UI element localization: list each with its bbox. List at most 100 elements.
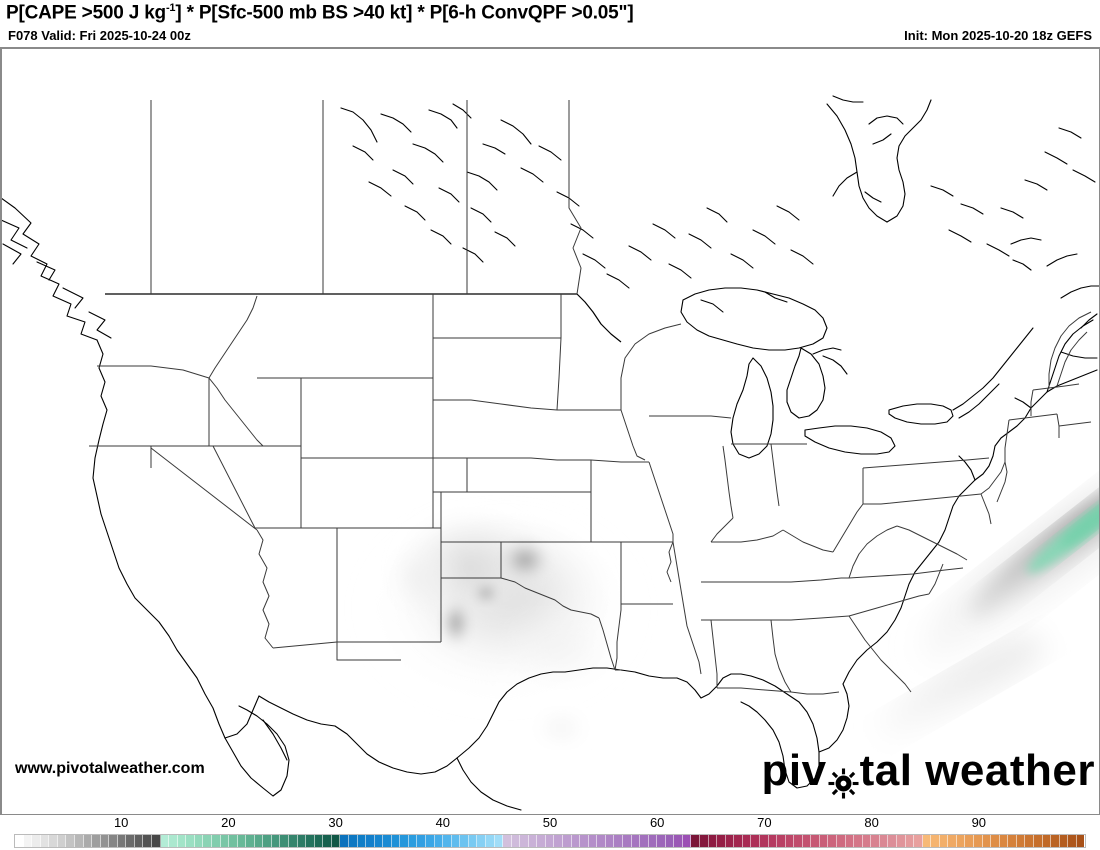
colorbar-cell	[74, 835, 84, 847]
brand-logo: piv	[761, 746, 1095, 799]
colorbar-cell	[768, 835, 778, 847]
colorbar-cell	[991, 835, 1000, 847]
colorbar-cell	[289, 835, 298, 847]
colorbar-cell	[194, 835, 204, 847]
colorbar-cell	[297, 835, 307, 847]
colorbar-cell	[468, 835, 478, 847]
colorbar-cell	[563, 835, 572, 847]
colorbar-cell	[939, 835, 949, 847]
colorbar-cell	[665, 835, 675, 847]
colorbar-cell	[511, 835, 521, 847]
page-title-rest: ] * P[Sfc-500 mb BS >40 kt] * P[6-h Conv…	[175, 2, 634, 24]
colorbar-cell	[374, 835, 384, 847]
valid-time-label: F078 Valid: Fri 2025-10-24 00z	[8, 28, 191, 43]
colorbar-cell	[426, 835, 435, 847]
colorbar-cell	[1068, 835, 1077, 847]
colorbar-cell	[169, 835, 178, 847]
colorbar-cell	[331, 835, 341, 847]
colorbar-cell	[605, 835, 615, 847]
map-frame-border	[1, 48, 1099, 814]
colorbar-cell	[854, 835, 863, 847]
colorbar-tick-label: 60	[649, 815, 665, 830]
colorbar-cell	[828, 835, 837, 847]
colorbar-cell	[1008, 835, 1017, 847]
colorbar-cell	[811, 835, 820, 847]
colorbar-cell	[160, 835, 170, 847]
colorbar-cell	[691, 835, 700, 847]
colorbar-cell	[1025, 835, 1034, 847]
colorbar-cell	[1076, 835, 1085, 847]
colorbar-cell	[794, 835, 803, 847]
colorbar-cell	[922, 835, 932, 847]
colorbar-cell	[528, 835, 538, 847]
colorbar-cell	[357, 835, 367, 847]
colorbar-cell	[211, 835, 221, 847]
colorbar-cell	[485, 835, 495, 847]
colorbar-cell	[314, 835, 324, 847]
colorbar-cell	[819, 835, 829, 847]
page-title-main: P[CAPE >500 J kg	[6, 2, 166, 24]
colorbar-cell	[280, 835, 289, 847]
colorbar-cell	[229, 835, 238, 847]
colorbar-cell	[554, 835, 563, 847]
colorbar-cell	[117, 835, 127, 847]
colorbar-tick-label: 90	[971, 815, 987, 830]
colorbar-tick-label: 20	[221, 815, 236, 830]
colorbar-cell	[254, 835, 264, 847]
colorbar-cell	[520, 835, 529, 847]
colorbar-cell	[408, 835, 418, 847]
colorbar-cell	[956, 835, 966, 847]
colorbar-cell	[134, 835, 144, 847]
init-time-label: Init: Mon 2025-10-20 18z GEFS	[904, 28, 1092, 43]
colorbar-cell	[648, 835, 658, 847]
colorbar-tick-label: 80	[864, 815, 879, 830]
colorbar-cell	[682, 835, 692, 847]
colorbar-cell	[23, 835, 33, 847]
colorbar-cell	[751, 835, 760, 847]
colorbar-tick-label: 70	[757, 815, 772, 830]
colorbar-cell	[879, 835, 889, 847]
colorbar-cell	[306, 835, 315, 847]
colorbar-tick-label: 30	[328, 815, 343, 830]
colorbar-cell	[263, 835, 272, 847]
map-canvas[interactable]: www.pivotalweather.com piv	[0, 47, 1100, 815]
colorbar-cell	[177, 835, 187, 847]
colorbar-cell	[32, 835, 41, 847]
colorbar-cell	[845, 835, 855, 847]
colorbar-cell	[1016, 835, 1026, 847]
political-borders	[89, 100, 1092, 695]
colorbar-cell	[717, 835, 726, 847]
colorbar[interactable]: 10 20 30 40 50 60 70 80 90	[0, 815, 1100, 850]
colorbar-cell	[15, 835, 24, 847]
colorbar-cell	[802, 835, 812, 847]
map-graphic	[1, 48, 1099, 814]
colorbar-cell	[83, 835, 93, 847]
colorbar-cell	[1033, 835, 1043, 847]
colorbar-cell	[460, 835, 469, 847]
colorbar-cell	[725, 835, 735, 847]
colorbar-cell	[503, 835, 512, 847]
colorbar-cell	[657, 835, 666, 847]
colorbar-cell	[340, 835, 349, 847]
colorbar-cell	[759, 835, 769, 847]
brand-text-part1: piv	[761, 746, 827, 795]
colorbar-cell	[674, 835, 683, 847]
colorbar-cell	[109, 835, 118, 847]
colorbar-cell	[948, 835, 957, 847]
colorbar-tick-labels: 10 20 30 40 50 60 70 80 90	[0, 815, 1100, 833]
colorbar-cell	[1042, 835, 1052, 847]
website-url-label: www.pivotalweather.com	[15, 760, 205, 777]
colorbar-cell	[203, 835, 212, 847]
probability-field-texas-oklahoma	[366, 510, 636, 746]
colorbar-cell	[237, 835, 247, 847]
colorbar-cell	[597, 835, 606, 847]
colorbar-cell	[477, 835, 486, 847]
colorbar-cell	[914, 835, 923, 847]
colorbar-cell	[366, 835, 375, 847]
colorbar-cell	[571, 835, 581, 847]
colorbar-tick-label: 40	[435, 815, 451, 830]
colorbar-cell	[126, 835, 135, 847]
colorbar-strip[interactable]	[14, 834, 1086, 848]
colorbar-cell	[742, 835, 752, 847]
